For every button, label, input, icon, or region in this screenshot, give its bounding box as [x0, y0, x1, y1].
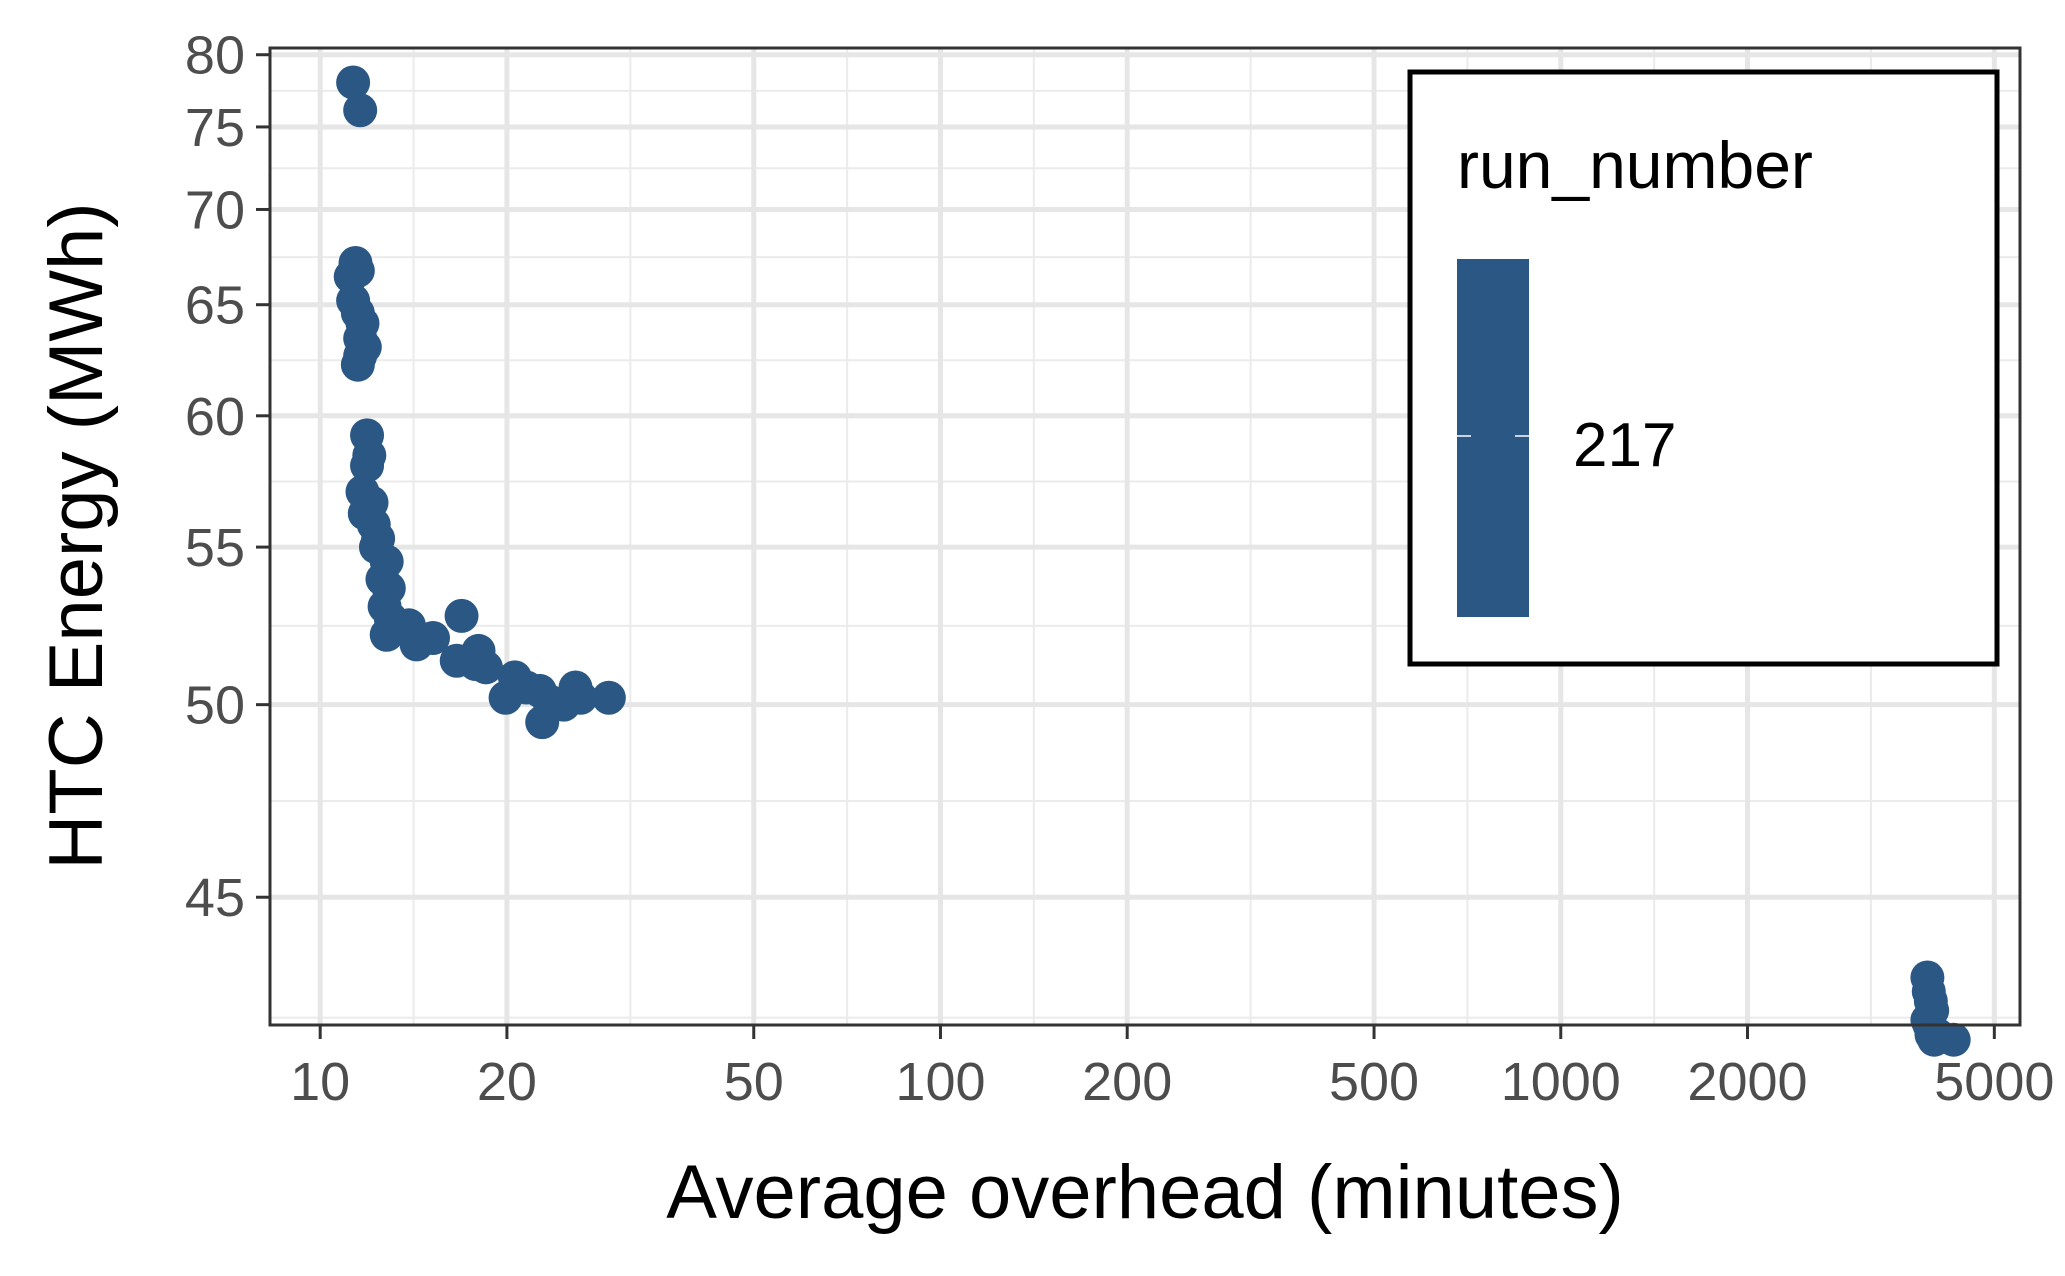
y-axis-title: HTC Energy (MWh): [34, 202, 119, 869]
y-tick-label: 55: [185, 518, 245, 578]
x-tick-label: 500: [1329, 1052, 1419, 1112]
legend: run_number 217: [1407, 69, 2000, 667]
plot-panel-border: [268, 46, 2022, 1027]
legend-colorbar: [1457, 259, 1529, 617]
y-tick-label: 80: [185, 26, 245, 86]
data-point: [468, 650, 503, 685]
data-point: [350, 448, 385, 483]
data-point: [1936, 1022, 1971, 1057]
y-tick-label: 50: [185, 676, 245, 736]
data-point: [343, 93, 378, 128]
x-tick-label: 1000: [1501, 1052, 1621, 1112]
data-point: [591, 680, 626, 715]
data-point: [336, 65, 371, 100]
x-axis-title: Average overhead (minutes): [666, 1150, 1624, 1235]
y-tick-label: 60: [185, 387, 245, 447]
x-tick-label: 2000: [1687, 1052, 1807, 1112]
y-tick-label: 75: [185, 98, 245, 158]
x-tick-label: 100: [895, 1052, 985, 1112]
x-tick-label: 10: [290, 1052, 350, 1112]
y-axis: 45 50 55 60 65 70 75 80: [185, 26, 270, 928]
x-tick-label: 50: [724, 1052, 784, 1112]
data-point: [563, 680, 598, 715]
y-tick-label: 65: [185, 276, 245, 336]
x-tick-label: 5000: [1934, 1052, 2054, 1112]
y-tick-label: 70: [185, 180, 245, 240]
y-tick-label: 45: [185, 868, 245, 928]
data-point: [444, 598, 479, 633]
x-tick-label: 20: [477, 1052, 537, 1112]
data-point: [340, 347, 375, 382]
data-point: [415, 620, 450, 655]
legend-title: run_number: [1457, 128, 1813, 202]
legend-entry-label: 217: [1573, 411, 1676, 480]
x-axis: 10 20 50 100 200 500 1000 2000 5000: [290, 1025, 2054, 1112]
data-point: [340, 253, 375, 288]
x-tick-label: 200: [1082, 1052, 1172, 1112]
